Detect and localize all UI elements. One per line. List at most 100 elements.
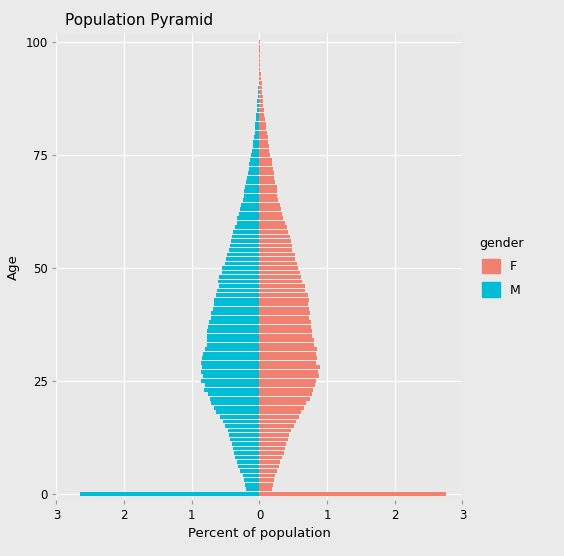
- X-axis label: Percent of population: Percent of population: [188, 527, 331, 540]
- Bar: [207, 334, 259, 337]
- Bar: [252, 149, 259, 152]
- Bar: [222, 271, 259, 275]
- Bar: [259, 257, 295, 261]
- Bar: [239, 212, 259, 216]
- Bar: [259, 77, 261, 81]
- Bar: [214, 302, 259, 306]
- Bar: [208, 329, 259, 333]
- Bar: [253, 140, 259, 143]
- Bar: [259, 72, 261, 76]
- Bar: [202, 374, 259, 378]
- Bar: [259, 293, 308, 297]
- Bar: [259, 483, 273, 486]
- Bar: [259, 86, 262, 90]
- Bar: [259, 356, 318, 360]
- Bar: [248, 171, 259, 175]
- Bar: [259, 144, 268, 148]
- Bar: [216, 410, 259, 414]
- Bar: [259, 289, 305, 292]
- Bar: [259, 126, 266, 130]
- Bar: [249, 162, 259, 166]
- Bar: [235, 455, 259, 459]
- Bar: [259, 212, 282, 216]
- Bar: [259, 302, 307, 306]
- Bar: [259, 424, 294, 428]
- Bar: [259, 58, 260, 62]
- Bar: [259, 388, 313, 392]
- Bar: [259, 244, 292, 247]
- Bar: [259, 455, 282, 459]
- Bar: [259, 329, 312, 333]
- Bar: [228, 429, 259, 433]
- Bar: [259, 316, 309, 320]
- Bar: [220, 415, 259, 419]
- Bar: [230, 433, 259, 437]
- Bar: [223, 420, 259, 423]
- Bar: [204, 388, 259, 392]
- Bar: [207, 338, 259, 342]
- Bar: [259, 194, 277, 198]
- Text: Population Pyramid: Population Pyramid: [64, 13, 213, 28]
- Bar: [212, 401, 259, 405]
- Bar: [258, 95, 259, 98]
- Bar: [211, 311, 259, 315]
- Bar: [259, 280, 302, 284]
- Bar: [237, 216, 259, 220]
- Bar: [245, 185, 259, 188]
- Bar: [259, 429, 291, 433]
- Bar: [259, 149, 270, 152]
- Bar: [259, 261, 297, 265]
- Bar: [232, 235, 259, 239]
- Bar: [258, 90, 259, 94]
- Bar: [259, 492, 446, 495]
- Bar: [255, 122, 259, 126]
- Bar: [209, 320, 259, 324]
- Bar: [241, 203, 259, 207]
- Bar: [259, 103, 263, 107]
- Bar: [259, 451, 284, 455]
- Bar: [226, 257, 259, 261]
- Bar: [259, 122, 266, 126]
- Bar: [237, 460, 259, 464]
- Bar: [208, 393, 259, 396]
- Bar: [233, 230, 259, 234]
- Bar: [201, 356, 259, 360]
- Bar: [237, 221, 259, 225]
- Bar: [244, 478, 259, 482]
- Bar: [259, 140, 268, 143]
- Bar: [201, 379, 259, 383]
- Bar: [213, 307, 259, 311]
- Bar: [240, 207, 259, 211]
- Bar: [259, 235, 290, 239]
- Bar: [259, 370, 318, 374]
- Bar: [259, 99, 263, 103]
- Bar: [234, 451, 259, 455]
- Bar: [259, 379, 316, 383]
- Bar: [259, 81, 262, 85]
- Bar: [244, 190, 259, 193]
- Legend: F, M: F, M: [473, 231, 530, 303]
- Bar: [205, 384, 259, 387]
- Bar: [257, 108, 259, 112]
- Bar: [254, 131, 259, 135]
- Bar: [259, 410, 301, 414]
- Bar: [240, 469, 259, 473]
- Bar: [259, 153, 271, 157]
- Bar: [256, 113, 259, 117]
- Bar: [259, 338, 314, 342]
- Bar: [259, 307, 309, 311]
- Bar: [259, 185, 277, 188]
- Bar: [259, 469, 277, 473]
- Bar: [259, 190, 277, 193]
- Bar: [259, 203, 280, 207]
- Bar: [229, 248, 259, 252]
- Bar: [259, 348, 316, 351]
- Bar: [259, 393, 312, 396]
- Bar: [218, 280, 259, 284]
- Bar: [259, 90, 262, 94]
- Bar: [259, 334, 311, 337]
- Bar: [250, 158, 259, 162]
- Bar: [217, 289, 259, 292]
- Bar: [259, 465, 279, 469]
- Bar: [259, 162, 272, 166]
